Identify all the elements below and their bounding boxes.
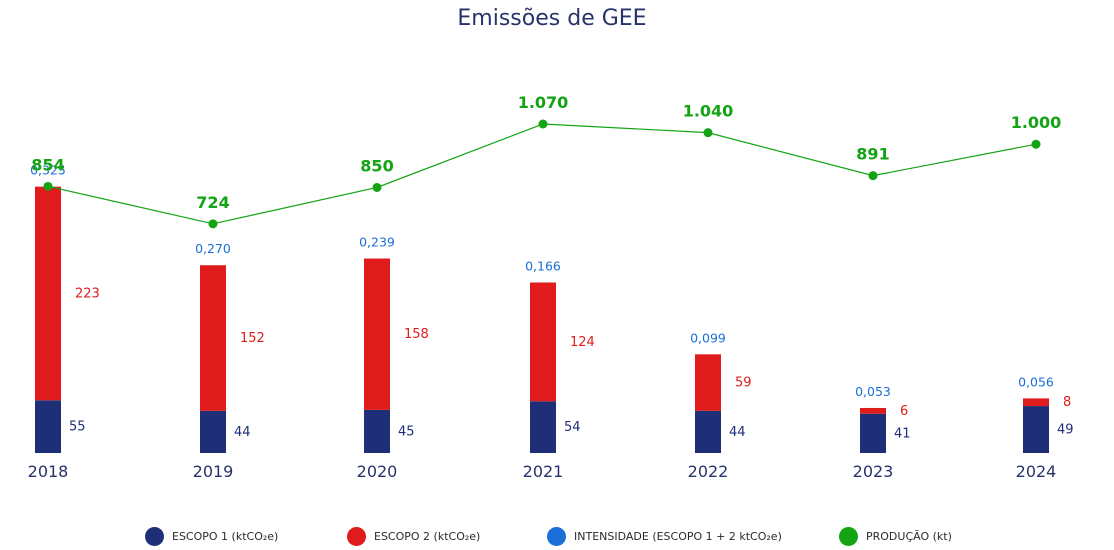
bar-escopo1-2019 <box>200 410 226 453</box>
label-intensidade-2019: 0,270 <box>195 241 231 256</box>
x-tick-2019: 2019 <box>193 462 234 481</box>
legend-item-producao[interactable]: PRODUÇÃO (kt) <box>839 527 952 546</box>
label-escopo1-2023: 41 <box>894 426 911 441</box>
legend-swatch-producao <box>839 527 858 546</box>
legend: ESCOPO 1 (ktCO₂e) ESCOPO 2 (ktCO₂e) INTE… <box>0 527 1114 549</box>
label-producao-2018: 854 <box>31 155 64 174</box>
label-escopo2-2021: 124 <box>570 335 595 350</box>
bar-escopo2-2022 <box>695 354 721 411</box>
legend-label-escopo2: ESCOPO 2 (ktCO₂e) <box>374 530 481 543</box>
bar-escopo1-2021 <box>530 401 556 453</box>
bar-escopo1-2024 <box>1023 406 1049 453</box>
label-escopo2-2020: 158 <box>404 327 429 342</box>
label-escopo1-2024: 49 <box>1057 423 1074 438</box>
label-intensidade-2020: 0,239 <box>359 235 395 250</box>
x-tick-2022: 2022 <box>688 462 729 481</box>
label-intensidade-2022: 0,099 <box>690 330 726 345</box>
label-producao-2022: 1.040 <box>683 102 734 121</box>
label-producao-2020: 850 <box>360 156 393 175</box>
bar-escopo2-2021 <box>530 282 556 402</box>
point-producao-2019 <box>208 219 218 229</box>
bar-escopo2-2018 <box>35 186 61 401</box>
x-tick-2018: 2018 <box>28 462 69 481</box>
bar-escopo2-2024 <box>1023 398 1049 407</box>
label-escopo2-2022: 59 <box>735 376 752 391</box>
point-producao-2020 <box>372 182 382 192</box>
label-producao-2023: 891 <box>856 145 889 164</box>
label-escopo2-2019: 152 <box>240 331 265 346</box>
label-intensidade-2018: 0,325 <box>30 163 66 178</box>
legend-swatch-escopo2 <box>347 527 366 546</box>
label-escopo2-2018: 223 <box>75 286 100 301</box>
label-intensidade-2023: 0,053 <box>855 384 891 399</box>
label-escopo1-2019: 44 <box>234 425 251 440</box>
legend-label-intensidade: INTENSIDADE (ESCOPO 1 + 2 ktCO₂e) <box>574 530 782 543</box>
legend-item-escopo2[interactable]: ESCOPO 2 (ktCO₂e) <box>347 527 480 546</box>
bar-escopo1-2023 <box>860 413 886 453</box>
label-intensidade-2024: 0,056 <box>1018 374 1054 389</box>
x-tick-2021: 2021 <box>523 462 564 481</box>
bar-escopo2-2019 <box>200 265 226 411</box>
bar-escopo1-2018 <box>35 400 61 453</box>
bar-escopo2-2020 <box>364 258 390 410</box>
label-producao-2019: 724 <box>196 193 229 212</box>
x-tick-2024: 2024 <box>1016 462 1057 481</box>
bar-escopo2-2023 <box>860 407 886 414</box>
bar-escopo1-2022 <box>695 410 721 453</box>
x-tick-2020: 2020 <box>357 462 398 481</box>
point-producao-2022 <box>703 128 713 138</box>
point-producao-2021 <box>538 119 548 129</box>
chart-svg: 55 223 0,325 2018 44 152 0,270 2019 45 158 0,239 20… <box>28 93 1074 481</box>
label-escopo1-2022: 44 <box>729 425 746 440</box>
label-escopo1-2020: 45 <box>398 424 415 439</box>
label-producao-2021: 1.070 <box>518 93 569 112</box>
x-tick-2023: 2023 <box>853 462 894 481</box>
legend-label-escopo1: ESCOPO 1 (ktCO₂e) <box>172 530 279 543</box>
bar-escopo1-2020 <box>364 409 390 453</box>
legend-label-producao: PRODUÇÃO (kt) <box>866 530 952 543</box>
point-producao-2023 <box>868 171 878 181</box>
legend-swatch-escopo1 <box>145 527 164 546</box>
legend-item-escopo1[interactable]: ESCOPO 1 (ktCO₂e) <box>145 527 278 546</box>
legend-swatch-intensidade <box>547 527 566 546</box>
label-escopo1-2018: 55 <box>69 420 86 435</box>
legend-item-intensidade[interactable]: INTENSIDADE (ESCOPO 1 + 2 ktCO₂e) <box>547 527 782 546</box>
label-producao-2024: 1.000 <box>1011 113 1062 132</box>
label-escopo1-2021: 54 <box>564 420 581 435</box>
point-producao-2024 <box>1031 139 1041 149</box>
label-escopo2-2024: 8 <box>1063 395 1071 410</box>
point-producao-2018 <box>43 181 53 191</box>
chart-title: Emissões de GEE <box>457 6 647 31</box>
label-escopo2-2023: 6 <box>900 404 908 419</box>
label-intensidade-2021: 0,166 <box>525 258 561 273</box>
